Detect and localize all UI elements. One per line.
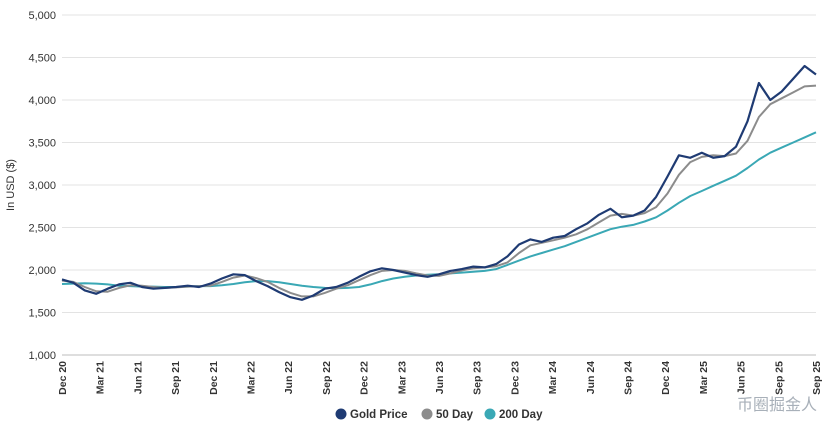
x-tick-label: Jun 22 bbox=[283, 361, 295, 394]
grid-lines bbox=[62, 14, 816, 356]
series-lines bbox=[61, 64, 817, 301]
x-tick-label: Dec 23 bbox=[509, 361, 521, 395]
x-axis-ticks: Dec 20 Mar 21 Jun 21 Sep 21 Dec 21 Mar 22 Jun … bbox=[57, 361, 823, 395]
y-tick-label: 2,000 bbox=[28, 265, 56, 277]
x-tick-label: Sep 24 bbox=[623, 361, 635, 395]
y-axis-label: In USD ($) bbox=[5, 159, 17, 211]
y-tick-label: 4,500 bbox=[28, 53, 56, 65]
x-tick-label: Sep 21 bbox=[170, 361, 182, 395]
legend-marker bbox=[484, 408, 496, 420]
x-tick-label: Mar 23 bbox=[396, 361, 408, 394]
x-tick-label: Jun 21 bbox=[132, 361, 144, 394]
legend-label: Gold Price bbox=[350, 409, 408, 421]
x-tick-label: Dec 22 bbox=[359, 361, 371, 395]
x-tick-label: Dec 24 bbox=[660, 361, 672, 395]
legend-marker bbox=[421, 408, 433, 420]
y-tick-label: 2,500 bbox=[28, 223, 56, 235]
x-tick-label: Jun 25 bbox=[736, 361, 748, 394]
x-tick-label: Sep 25 bbox=[811, 361, 823, 395]
x-tick-label: Jun 24 bbox=[585, 361, 597, 394]
legend-marker bbox=[335, 408, 347, 420]
x-tick-label: Jun 23 bbox=[434, 361, 446, 394]
y-tick-label: 5,000 bbox=[28, 10, 56, 22]
watermark-text: 币圈掘金人 bbox=[736, 395, 817, 414]
legend-label: 50 Day bbox=[436, 409, 474, 421]
x-tick-label: Sep 25 bbox=[773, 361, 785, 395]
x-tick-label: Dec 21 bbox=[208, 361, 220, 395]
legend-label: 200 Day bbox=[499, 409, 543, 421]
y-tick-label: 3,500 bbox=[28, 138, 56, 150]
x-tick-label: Dec 20 bbox=[57, 361, 69, 395]
x-tick-label: Sep 23 bbox=[472, 361, 484, 395]
x-tick-label: Mar 25 bbox=[698, 361, 710, 394]
x-tick-label: Mar 22 bbox=[246, 361, 258, 394]
series-line-200-day bbox=[61, 131, 817, 290]
y-tick-label: 1,000 bbox=[28, 350, 56, 362]
legend: Gold Price 50 Day 200 Day bbox=[335, 408, 543, 421]
y-axis-ticks: 1,000 1,500 2,000 2,500 3,000 3,500 4,000 4,500… bbox=[28, 10, 56, 362]
y-tick-label: 4,000 bbox=[28, 95, 56, 107]
series-line-gold-price bbox=[61, 64, 817, 301]
x-tick-label: Mar 24 bbox=[547, 361, 559, 394]
y-tick-label: 3,000 bbox=[28, 180, 56, 192]
x-tick-label: Mar 21 bbox=[95, 361, 107, 394]
y-tick-label: 1,500 bbox=[28, 308, 56, 320]
x-tick-label: Sep 22 bbox=[321, 361, 333, 395]
